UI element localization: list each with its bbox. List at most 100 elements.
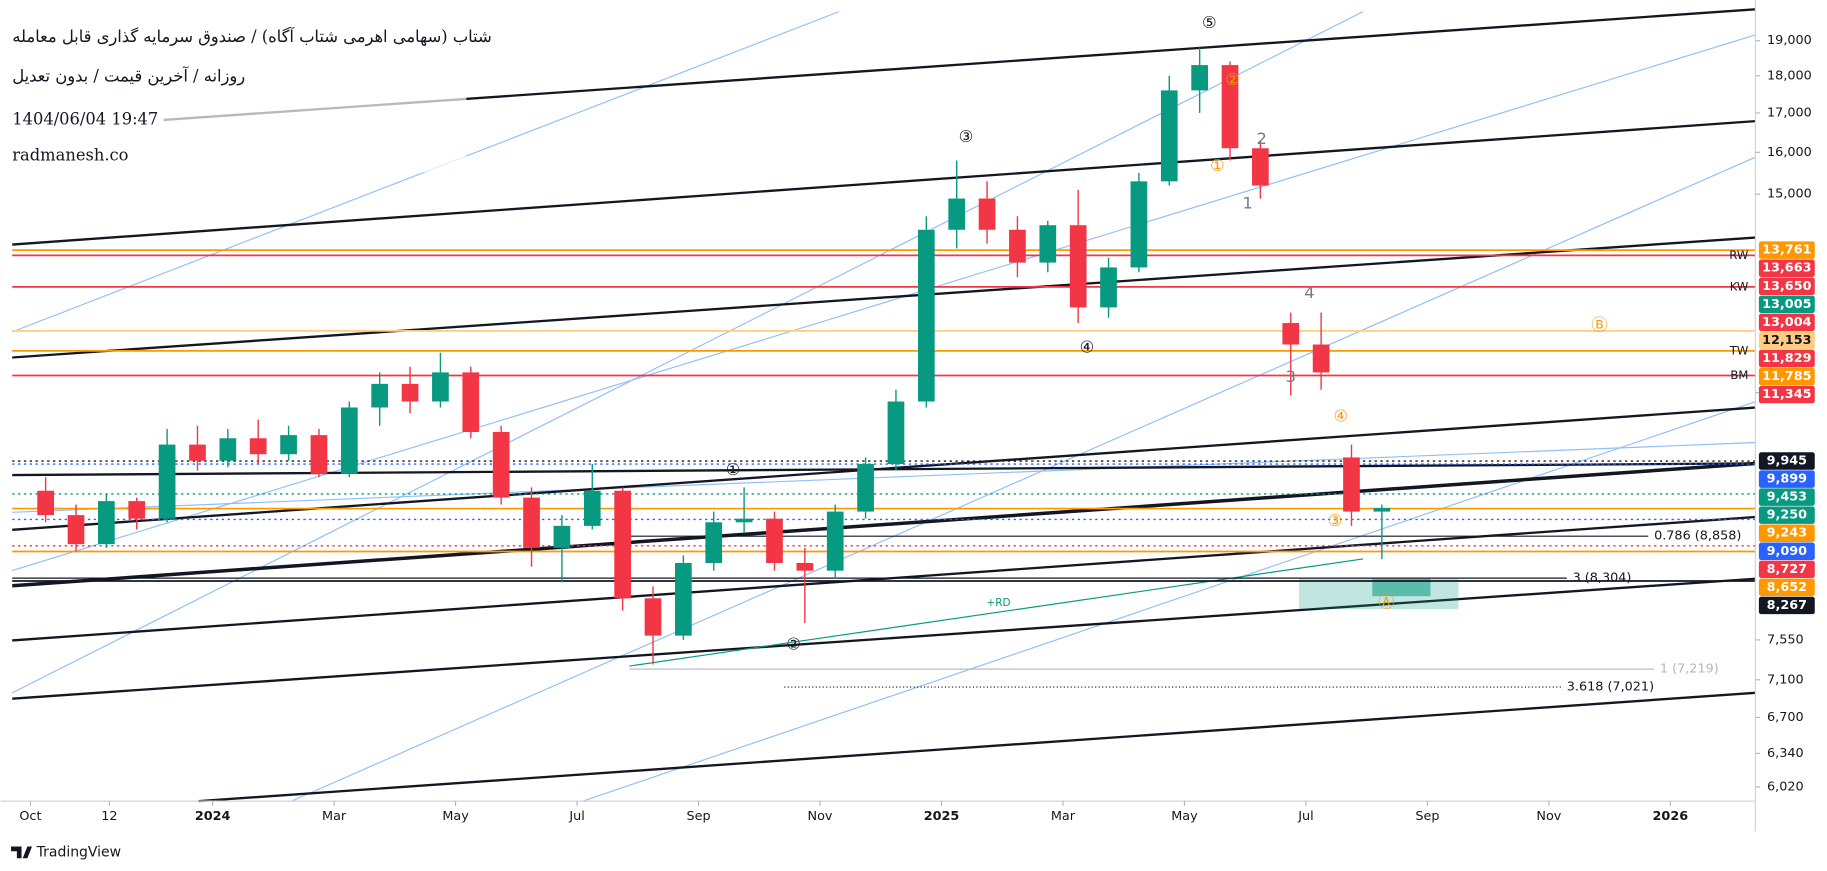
candle-body <box>401 383 419 402</box>
wave-label: ① <box>726 460 741 479</box>
price-tags: 13,761 13,663 13,650 13,005 13,004 12,153 11,8… <box>1758 241 1815 615</box>
wave-label: ② <box>786 635 801 654</box>
wave-label: ② <box>1225 70 1240 89</box>
price-box-label: 12,153 <box>1762 333 1811 348</box>
x-tick-label: Sep <box>686 809 710 824</box>
price-box <box>1758 367 1815 386</box>
candle-body <box>280 435 297 455</box>
brand-logo <box>11 846 33 859</box>
wave-label: ① <box>1210 156 1225 175</box>
price-box <box>1758 331 1815 350</box>
candle-body <box>37 490 54 516</box>
candle-body <box>857 463 874 512</box>
level-tag: BM <box>1730 368 1748 382</box>
drawings <box>11 8 1756 803</box>
level-tag: RW <box>1729 248 1749 262</box>
candle-body <box>67 515 85 545</box>
candle-body <box>978 198 996 230</box>
x-tick-label: Jul <box>568 809 584 824</box>
candle-body <box>1130 181 1148 268</box>
price-box <box>1758 241 1815 259</box>
price-box-label: 11,785 <box>1762 369 1811 384</box>
candle-body <box>1373 508 1391 512</box>
x-tick-label: Jul <box>1297 809 1313 824</box>
wave-label: ③ <box>1328 511 1343 530</box>
fib-label: 1 (7,219) <box>1660 662 1719 677</box>
candle-body <box>1282 323 1300 345</box>
wave-label: Ⓑ <box>1591 316 1607 335</box>
price-box <box>1758 578 1815 597</box>
candle-body <box>644 598 662 636</box>
y-tick-label: 6,340 <box>1767 746 1804 761</box>
wave-label: ④ <box>1334 406 1349 425</box>
price-box <box>1758 470 1815 488</box>
x-tick-label: 2025 <box>924 809 960 824</box>
y-tick-label: 19,000 <box>1767 33 1812 48</box>
x-tick-label: Nov <box>1536 809 1561 824</box>
wave-label: ④ <box>1080 338 1095 357</box>
candle-body <box>1069 225 1087 308</box>
candle-body <box>948 198 966 230</box>
price-box <box>1758 596 1815 615</box>
candle-body <box>1009 229 1026 263</box>
candle-body <box>523 497 540 548</box>
candle-body <box>796 562 814 571</box>
level-tag: KW <box>1730 279 1749 293</box>
candle-body <box>735 518 753 523</box>
price-box <box>1758 385 1815 404</box>
price-box-label: 9,453 <box>1767 490 1807 505</box>
price-box-label: 8,267 <box>1767 598 1807 613</box>
price-box <box>1758 506 1815 524</box>
price-box <box>1758 313 1815 332</box>
candle-body <box>310 435 328 474</box>
price-box-label: 13,761 <box>1762 243 1811 258</box>
candle-body <box>219 438 237 461</box>
price-box <box>1758 277 1815 296</box>
candle-body <box>826 511 844 571</box>
x-tick-label: Sep <box>1415 809 1439 824</box>
candle-body <box>98 501 115 545</box>
y-tick-label: 6,020 <box>1767 779 1804 794</box>
candle-body <box>249 438 267 455</box>
chart-title: شتاب (سهامی اهرمی شتاب آگاه) / صندوق سرم… <box>12 26 491 46</box>
candle-body <box>432 372 449 402</box>
level-tag: TW <box>1729 343 1749 357</box>
price-box <box>1758 259 1815 277</box>
candle-body <box>1312 344 1330 373</box>
price-box <box>1758 524 1815 542</box>
y-tick-label: 17,000 <box>1767 105 1812 120</box>
candle-body <box>158 444 176 519</box>
x-tick-label: 2026 <box>1653 809 1689 824</box>
price-box-label: 9,090 <box>1767 544 1808 559</box>
timestamp: 1404/06/04 19:47 <box>12 109 158 128</box>
x-tick-label: Mar <box>1051 809 1076 824</box>
candle-body <box>553 525 571 548</box>
candle-body <box>189 444 206 461</box>
candle-body <box>675 562 692 636</box>
candle-body <box>1039 225 1057 263</box>
price-box-label: 9,243 <box>1767 526 1807 541</box>
y-tick-label: 15,000 <box>1767 187 1812 202</box>
fib-label: 3.618 (7,021) <box>1567 680 1654 695</box>
wave-label: ⑤ <box>1202 13 1217 32</box>
price-box-label: 9,945 <box>1767 454 1808 469</box>
x-tick-label: 2024 <box>195 809 231 824</box>
wave-label: ③ <box>959 127 974 146</box>
wave-label: 2 <box>1256 129 1266 148</box>
price-box-label: 13,004 <box>1762 315 1811 330</box>
price-box-label: 8,652 <box>1767 580 1807 595</box>
candle-body <box>1252 148 1269 186</box>
candle-body <box>1160 90 1178 182</box>
fib-label: 0.786 (8,858) <box>1654 529 1741 544</box>
y-tick-label: 16,000 <box>1767 145 1812 160</box>
brand: TradingView <box>36 844 121 860</box>
candle-body <box>1343 457 1360 512</box>
fib-label: 3 (8,304) <box>1573 571 1632 586</box>
price-box-label: 9,899 <box>1767 472 1808 487</box>
wave-label: 1 <box>1243 193 1253 212</box>
annotations: 0.786 (8,858) 3 (8,304) 1 (7,219) 3.618 (7,… <box>726 13 1742 695</box>
candle-body <box>462 372 480 432</box>
levels: RW KW TW BM <box>12 248 1756 688</box>
